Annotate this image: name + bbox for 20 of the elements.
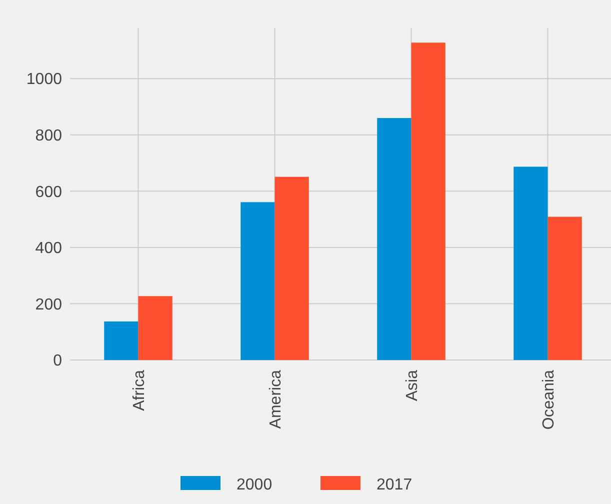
y-tick-label: 0 (53, 352, 62, 370)
bar (514, 166, 548, 360)
y-tick-label: 800 (35, 128, 62, 145)
y-tick-label: 200 (35, 296, 62, 314)
legend-label: 2000 (236, 476, 272, 494)
y-tick-label: 1000 (26, 71, 62, 88)
bar (411, 42, 446, 360)
x-tick-label: Africa (130, 370, 148, 411)
bar (548, 216, 582, 360)
bar (377, 118, 412, 360)
y-tick-label: 400 (35, 240, 62, 258)
y-tick-label: 600 (35, 184, 62, 201)
bar (274, 176, 309, 360)
bar (104, 321, 138, 360)
bar (240, 202, 275, 360)
x-tick-label: America (267, 370, 284, 429)
legend-label: 2017 (376, 476, 412, 494)
x-tick-label: Oceania (540, 370, 558, 430)
bar (138, 296, 172, 360)
x-tick-label: Asia (404, 370, 421, 402)
